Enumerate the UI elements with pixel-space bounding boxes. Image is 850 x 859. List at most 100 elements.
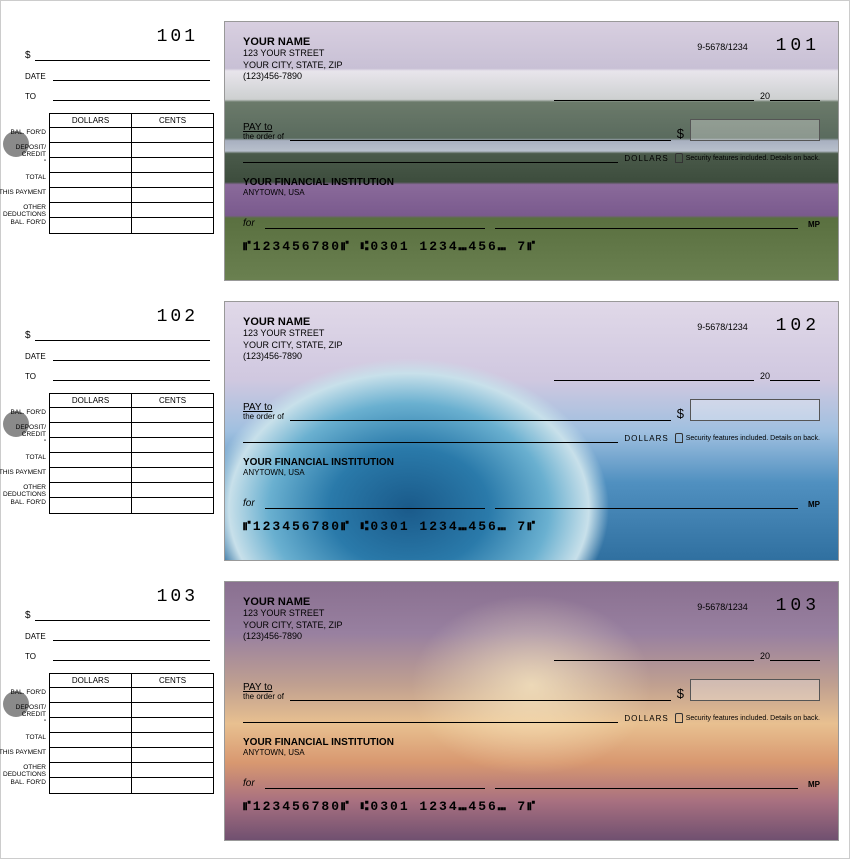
to-line: [53, 651, 210, 661]
ledger-dollars-cell: [49, 763, 132, 777]
year-line: [770, 369, 820, 381]
ledger-dollars-cell: [49, 468, 132, 482]
dollar-symbol: $: [25, 610, 31, 621]
ledger-cents-cell: [132, 438, 214, 452]
payee-line: [290, 689, 671, 701]
ledger-row-label: THIS PAYMENT: [0, 468, 49, 482]
ledger-dollars-cell: [49, 718, 132, 732]
ledger-row-label: ": [0, 158, 49, 172]
stub-number: 102: [157, 307, 198, 327]
for-label: for: [243, 498, 255, 509]
year-prefix: 20: [760, 651, 770, 661]
ledger-header-dollars: DOLLARS: [50, 394, 132, 407]
to-label: TO: [25, 92, 53, 101]
ledger-dollars-cell: [49, 483, 132, 497]
ledger-dollars-cell: [49, 423, 132, 437]
year-prefix: 20: [760, 91, 770, 101]
ledger-cents-cell: [132, 748, 214, 762]
ledger-table: DOLLARS CENTS BAL. FOR'D DEPOSIT/ CREDIT…: [49, 113, 214, 234]
ledger-cents-cell: [132, 143, 214, 157]
ledger-row-label: DEPOSIT/ CREDIT: [0, 143, 49, 157]
ledger-header-cents: CENTS: [132, 674, 213, 687]
payer-city: YOUR CITY, STATE, ZIP: [243, 340, 343, 352]
dollar-symbol: $: [677, 126, 684, 141]
date-line: [53, 71, 210, 81]
year-line: [770, 89, 820, 101]
payer-block: YOUR NAME 123 YOUR STREET YOUR CITY, STA…: [243, 316, 343, 363]
payer-phone: (123)456-7890: [243, 631, 343, 643]
ledger-cents-cell: [132, 718, 214, 732]
ledger-cents-cell: [132, 188, 214, 202]
stub-number: 103: [157, 587, 198, 607]
amount-box: [690, 679, 820, 701]
ledger-dollars-cell: [49, 748, 132, 762]
ledger-cents-cell: [132, 423, 214, 437]
ledger-dollars-cell: [49, 498, 132, 513]
stub-amount-line: [35, 609, 210, 621]
to-label: TO: [25, 652, 53, 661]
check: YOUR NAME 123 YOUR STREET YOUR CITY, STA…: [224, 301, 839, 561]
check: YOUR NAME 123 YOUR STREET YOUR CITY, STA…: [224, 581, 839, 841]
ledger-row-label: BAL. FOR'D: [0, 218, 49, 233]
to-line: [53, 91, 210, 101]
institution-name: YOUR FINANCIAL INSTITUTION ANYTOWN, USA: [243, 737, 820, 757]
ledger-cents-cell: [132, 408, 214, 422]
signature-line: [495, 777, 798, 789]
ledger-row-label: BAL. FOR'D: [0, 688, 49, 702]
ledger-cents-cell: [132, 483, 214, 497]
ledger-header-dollars: DOLLARS: [50, 114, 132, 127]
dollar-symbol: $: [25, 50, 31, 61]
ledger-cents-cell: [132, 158, 214, 172]
dollars-label: DOLLARS: [624, 154, 668, 163]
ledger-row-label: BAL. FOR'D: [0, 778, 49, 793]
ledger-row-label: BAL. FOR'D: [0, 498, 49, 513]
payer-city: YOUR CITY, STATE, ZIP: [243, 620, 343, 632]
ledger-row-label: TOTAL: [0, 733, 49, 747]
ledger-row-label: ": [0, 438, 49, 452]
ledger-cents-cell: [132, 733, 214, 747]
ledger-cents-cell: [132, 218, 214, 233]
payer-street: 123 YOUR STREET: [243, 608, 343, 620]
security-notice: Security features included. Details on b…: [675, 713, 820, 723]
institution-city: ANYTOWN, USA: [243, 468, 820, 477]
security-notice: Security features included. Details on b…: [675, 433, 820, 443]
ledger-row-label: OTHER DEDUCTIONS: [0, 763, 49, 777]
ledger-dollars-cell: [49, 408, 132, 422]
pay-to-label: PAY to the order of: [243, 123, 284, 141]
ledger-dollars-cell: [49, 188, 132, 202]
micr-line: ⑈123456780⑈ ⑆0301 1234⑉456⑉ 7⑈: [243, 239, 820, 254]
ledger-table: DOLLARS CENTS BAL. FOR'D DEPOSIT/ CREDIT…: [49, 673, 214, 794]
institution-name: YOUR FINANCIAL INSTITUTION ANYTOWN, USA: [243, 457, 820, 477]
payer-name: YOUR NAME: [243, 596, 343, 608]
ledger-row-label: BAL. FOR'D: [0, 408, 49, 422]
check-row: 103 $ DATE TO DOLLARS CENTS BAL. FOR'D D…: [11, 581, 839, 841]
micr-line: ⑈123456780⑈ ⑆0301 1234⑉456⑉ 7⑈: [243, 799, 820, 814]
ledger-dollars-cell: [49, 453, 132, 467]
amount-words-line: [243, 431, 618, 443]
amount-words-line: [243, 151, 618, 163]
payee-line: [290, 409, 671, 421]
dollars-label: DOLLARS: [624, 434, 668, 443]
check-stub: 101 $ DATE TO DOLLARS CENTS BAL. FOR'D D…: [11, 21, 216, 281]
date-label: DATE: [25, 632, 53, 641]
amount-box: [690, 119, 820, 141]
ledger-cents-cell: [132, 778, 214, 793]
ledger-dollars-cell: [49, 733, 132, 747]
payee-line: [290, 129, 671, 141]
check-row: 102 $ DATE TO DOLLARS CENTS BAL. FOR'D D…: [11, 301, 839, 561]
ledger-cents-cell: [132, 173, 214, 187]
lock-icon: [675, 433, 683, 443]
ledger-cents-cell: [132, 688, 214, 702]
ledger-dollars-cell: [49, 143, 132, 157]
amount-words-line: [243, 711, 618, 723]
check-stub: 102 $ DATE TO DOLLARS CENTS BAL. FOR'D D…: [11, 301, 216, 561]
date-label: DATE: [25, 72, 53, 81]
memo-line: [265, 777, 485, 789]
ledger-row-label: DEPOSIT/ CREDIT: [0, 423, 49, 437]
ledger-dollars-cell: [49, 218, 132, 233]
lock-icon: [675, 153, 683, 163]
check-number: 101: [776, 36, 820, 56]
lock-icon: [675, 713, 683, 723]
ledger-dollars-cell: [49, 173, 132, 187]
year-line: [770, 649, 820, 661]
